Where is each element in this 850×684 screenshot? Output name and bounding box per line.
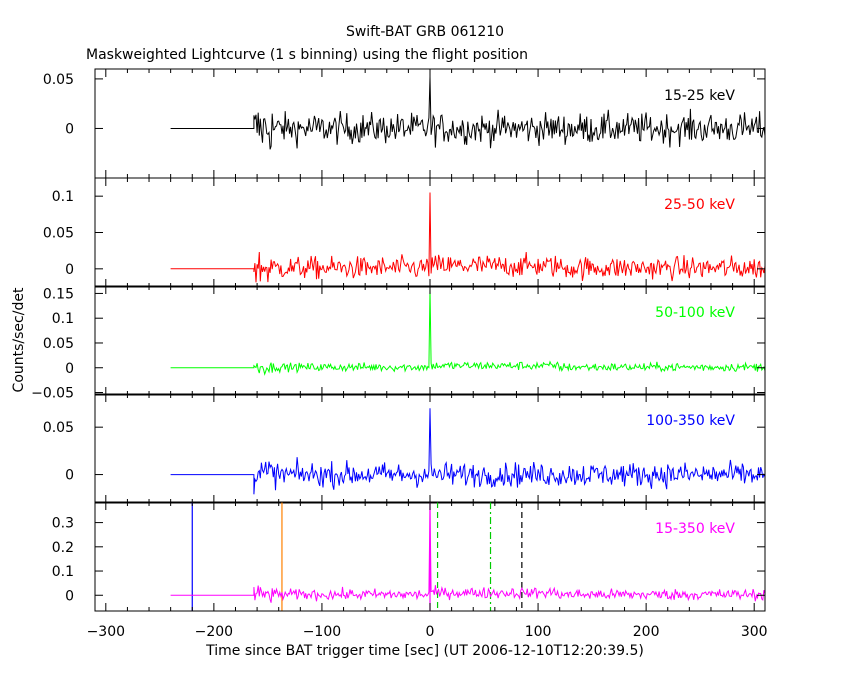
x-tick-label: 200 — [633, 624, 660, 640]
y-tick-label: 0 — [65, 588, 74, 604]
x-tick-label: 300 — [741, 624, 768, 640]
x-tick-label: 0 — [426, 624, 435, 640]
series-line-1 — [170, 76, 765, 150]
panels-layer: 0 0.05 15-25 keV 0 0.05 0.1 25-50 keV −0.05 0 0.0… — [31, 68, 768, 640]
y-tick-label: 0.05 — [43, 420, 74, 436]
y-axis-label: Counts/sec/det — [11, 287, 27, 392]
panel-4: 0 0.05 100-350 keV — [43, 393, 766, 504]
x-tick-label: 100 — [525, 624, 552, 640]
band-label-1: 15-25 keV — [664, 88, 735, 104]
x-tick-label: −100 — [303, 624, 341, 640]
panel-5: 0 0.1 0.2 0.3 15-350 keV — [52, 501, 766, 612]
panel-2: 0 0.05 0.1 25-50 keV — [43, 177, 766, 288]
y-tick-label: 0 — [65, 121, 74, 137]
panel-3: −0.05 0 0.05 0.1 0.15 50-100 keV — [31, 285, 766, 402]
band-label-4: 100-350 keV — [646, 413, 735, 429]
y-tick-label: 0.05 — [43, 336, 74, 352]
y-tick-label: −0.05 — [31, 386, 74, 402]
x-tick-label: −300 — [87, 624, 125, 640]
y-tick-label: 0 — [65, 361, 74, 377]
chart-title: Swift-BAT GRB 061210 — [346, 24, 504, 40]
panel-1: 0 0.05 15-25 keV — [43, 68, 766, 179]
band-label-2: 25-50 keV — [664, 197, 735, 213]
y-tick-label: 0.2 — [52, 540, 74, 556]
series-line-2 — [170, 192, 765, 283]
y-tick-label: 0.1 — [52, 189, 74, 205]
y-tick-label: 0.3 — [52, 516, 74, 532]
y-tick-label: 0.05 — [43, 72, 74, 88]
series-line-3 — [170, 288, 765, 376]
band-label-3: 50-100 keV — [655, 305, 735, 321]
chart-subtitle: Maskweighted Lightcurve (1 s binning) us… — [86, 47, 528, 63]
y-tick-label: 0.05 — [43, 226, 74, 242]
y-tick-label: 0 — [65, 468, 74, 484]
y-tick-label: 0.15 — [43, 286, 74, 302]
y-tick-label: 0 — [65, 262, 74, 278]
x-tick-label: −200 — [195, 624, 233, 640]
series-line-4 — [170, 408, 765, 495]
x-axis-label: Time since BAT trigger time [sec] (UT 20… — [205, 643, 644, 659]
y-tick-label: 0.1 — [52, 311, 74, 327]
series-line-5 — [170, 505, 765, 603]
band-label-5: 15-350 keV — [655, 521, 735, 537]
y-tick-label: 0.1 — [52, 564, 74, 580]
